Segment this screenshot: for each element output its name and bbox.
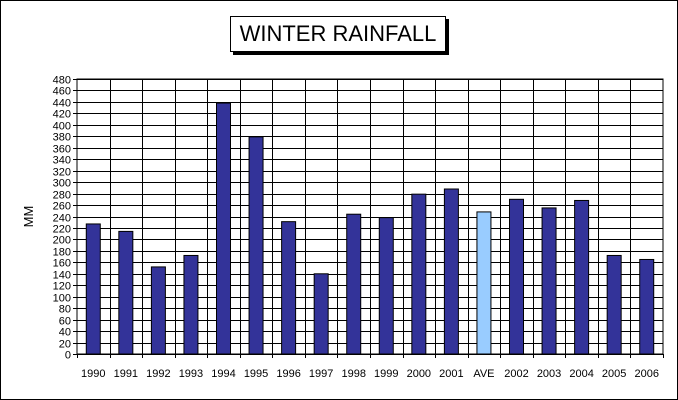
x-axis-ticks: 1990 1991 1992 1993 1994 1995 1996 1997 1998 1999… — [77, 354, 664, 380]
x-tick-label: 2002 — [504, 368, 528, 380]
x-tick-label: 2006 — [634, 368, 658, 380]
x-tick-label: 1998 — [341, 368, 365, 380]
x-tick-label: 1996 — [276, 368, 300, 380]
y-tick-label: 400 — [53, 121, 71, 133]
x-tick-label: 2005 — [602, 368, 626, 380]
x-tick-label: 2001 — [439, 368, 463, 380]
x-tick-label: 1993 — [179, 368, 203, 380]
bar-2002 — [509, 198, 524, 355]
bar-1990 — [85, 223, 101, 355]
y-tick-label: 20 — [59, 339, 71, 351]
chart-title: WINTER RAINFALL — [230, 16, 446, 52]
y-tick-label: 200 — [53, 235, 71, 247]
bar-1997 — [313, 273, 329, 355]
bar-1991 — [118, 230, 134, 355]
y-axis-ticks: 0204060801001201401601802002202402602803… — [53, 75, 77, 362]
x-tick-label: 2003 — [537, 368, 561, 380]
y-tick-label: 440 — [53, 98, 71, 110]
y-tick-label: 280 — [53, 190, 71, 202]
y-tick-label: 120 — [53, 281, 71, 293]
y-tick-label: 240 — [53, 213, 71, 225]
bar-1999 — [378, 217, 394, 355]
bars — [85, 102, 655, 355]
y-tick-label: 0 — [65, 350, 71, 362]
bar-2000 — [411, 193, 427, 355]
y-tick-label: 460 — [53, 86, 71, 98]
y-tick-label: 100 — [53, 293, 71, 305]
bar-1996 — [281, 221, 297, 355]
x-tick-label: 1991 — [114, 368, 138, 380]
y-tick-label: 360 — [53, 144, 71, 156]
y-tick-label: 60 — [59, 316, 71, 328]
bar-1993 — [183, 254, 199, 355]
y-tick-label: 420 — [53, 109, 71, 121]
y-tick-label: 480 — [53, 75, 71, 87]
x-tick-label: 1997 — [309, 368, 333, 380]
bar-2004 — [574, 199, 590, 355]
y-tick-label: 320 — [53, 167, 71, 179]
y-tick-label: 340 — [53, 155, 71, 167]
x-tick-label: 1994 — [211, 368, 235, 380]
x-tick-label: 1990 — [81, 368, 105, 380]
x-tick-label: 1999 — [374, 368, 398, 380]
y-tick-label: 180 — [53, 247, 71, 259]
bar-ave — [476, 211, 492, 355]
x-tick-label: 2000 — [407, 368, 431, 380]
y-tick-label: 160 — [53, 258, 71, 270]
bar-2003 — [541, 207, 557, 355]
y-tick-label: 220 — [53, 224, 71, 236]
bar-1992 — [150, 266, 166, 355]
y-tick-label: 140 — [53, 270, 71, 282]
y-tick-label: 40 — [59, 327, 71, 339]
x-tick-label: 1992 — [146, 368, 170, 380]
x-tick-label: 1995 — [244, 368, 268, 380]
bar-2005 — [606, 254, 622, 355]
bar-1995 — [248, 136, 264, 355]
y-tick-label: 80 — [59, 304, 71, 316]
x-tick-label: 2004 — [569, 368, 593, 380]
y-tick-label: 380 — [53, 132, 71, 144]
y-tick-label: 260 — [53, 201, 71, 213]
y-tick-label: 300 — [53, 178, 71, 190]
bar-1994 — [216, 102, 231, 355]
grid-lines — [77, 79, 663, 355]
y-axis-label: MM — [21, 206, 36, 228]
bar-1998 — [346, 213, 362, 355]
bar-2001 — [443, 188, 459, 355]
bar-2006 — [639, 258, 655, 355]
x-tick-label: AVE — [473, 368, 494, 380]
